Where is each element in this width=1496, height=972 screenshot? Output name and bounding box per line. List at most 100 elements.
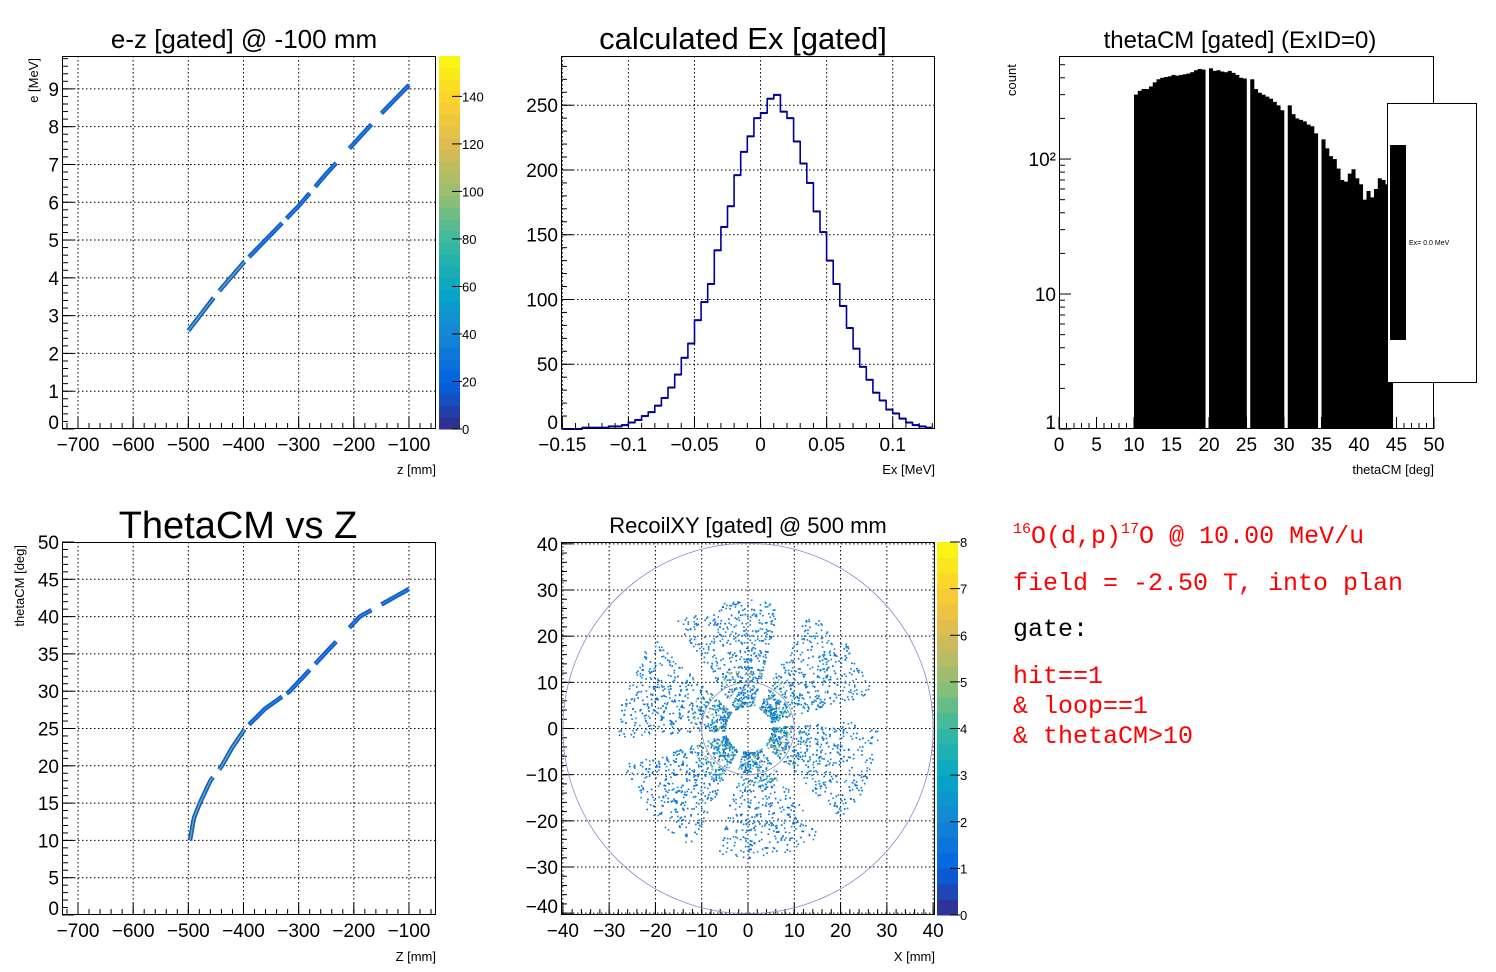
hist2d-cell (773, 784, 775, 786)
hist2d-cell (685, 682, 687, 684)
colorbar-step (439, 289, 460, 302)
hist2d-cell (620, 730, 622, 732)
hist2d-cell (828, 634, 831, 637)
hist2d-cell (784, 709, 786, 711)
hist2d-cell (753, 686, 756, 689)
hist2d-cell (791, 701, 793, 704)
hist2d-cell (723, 837, 726, 839)
hist2d-cell (693, 774, 696, 776)
hist2d-cell (748, 843, 751, 846)
hist2d-cell (767, 643, 770, 645)
hist2d-cell (825, 661, 828, 664)
hist2d-cell (674, 694, 677, 697)
hist2d-cell (689, 748, 692, 750)
hist2d-cell (734, 617, 737, 619)
histogram-bin (674, 373, 682, 376)
hist2d-cell (795, 770, 797, 772)
hist2d-cell (765, 783, 768, 786)
hist2d-cell (804, 725, 807, 728)
hist2d-cell (728, 618, 730, 620)
hist2d-cell (683, 809, 685, 811)
hist2d-cell (833, 670, 836, 672)
hist2d-cell (786, 739, 788, 741)
hist2d-cell (749, 760, 751, 763)
histogram-bar (1167, 76, 1172, 430)
hist2d-cell (747, 647, 749, 650)
hist2d-cell (776, 728, 779, 730)
hist2d-cell (695, 761, 698, 764)
hist2d-cell (675, 720, 677, 723)
hist2d-cell (843, 673, 846, 675)
hist2d-cell (647, 798, 649, 801)
hist2d-cell (762, 655, 765, 658)
hist2d-cell (753, 827, 755, 829)
hist2d-cell (711, 776, 713, 778)
hist2d-cell (798, 683, 800, 685)
hist2d-cell (636, 674, 639, 676)
hist2d-cell (701, 777, 703, 780)
hist2d-cell (726, 718, 728, 720)
hist2d-cell (680, 791, 683, 794)
hist2d-cell (780, 690, 782, 693)
hist2d-cell (762, 709, 765, 712)
histogram-bar (1160, 77, 1165, 430)
hist2d-cell (710, 797, 712, 799)
hist2d-cell (733, 626, 736, 628)
hist2d-cell (776, 824, 778, 827)
hist2d-cell (791, 692, 794, 694)
hist2d-cell (735, 705, 737, 708)
hist2d-cell (791, 707, 793, 710)
hist2d-cell (645, 714, 647, 716)
histogram-bin (595, 426, 602, 429)
hist2d-cell (671, 782, 674, 785)
x-tick-label: −500 (167, 921, 210, 942)
hist2d-cell (750, 679, 753, 682)
hist2d-cell (721, 773, 723, 775)
hist2d-cell (754, 808, 756, 810)
hist2d-cell (724, 693, 727, 696)
hist2d-cell (766, 798, 768, 800)
hist2d-cell (703, 698, 705, 700)
hist2d-cell (855, 737, 858, 739)
hist2d-cell (822, 655, 825, 658)
hist2d-cell (793, 760, 795, 763)
hist2d-cell (633, 767, 636, 769)
hist2d-cell (812, 763, 814, 766)
hist2d-cell (716, 708, 719, 710)
hist2d-cell (785, 730, 788, 732)
hist2d-cell (707, 648, 710, 651)
hist2d-cell (717, 616, 719, 618)
hist2d-cell (773, 714, 775, 717)
hist2d-cell (876, 730, 879, 733)
hist2d-cell (700, 643, 703, 646)
hist2d-cell (827, 690, 829, 693)
hist2d-cell (667, 801, 669, 803)
hist2d-cell (775, 731, 778, 733)
colorbar-tick-label: 0 (462, 422, 469, 437)
hist2d-cell (762, 661, 765, 664)
hist2d-cell (734, 841, 736, 844)
hist2d-cell (756, 813, 759, 816)
hist2d-cell (795, 749, 797, 752)
y-tick-label: 5 (48, 869, 59, 890)
hist2d-cell (702, 820, 705, 823)
y-tick-label: −30 (526, 858, 558, 879)
hist2d-cell (729, 749, 731, 752)
hist2d-cell (751, 674, 754, 676)
hist2d-cell (845, 646, 847, 649)
hist2d-cell (663, 784, 665, 787)
hist2d-cell (651, 704, 653, 707)
hist2d-cell (786, 736, 788, 738)
hist2d-cell (618, 734, 621, 737)
hist2d-cell (807, 706, 810, 708)
hist2d-cell (840, 662, 843, 665)
hist2d-cell (728, 679, 730, 681)
hist2d-cell (666, 756, 668, 759)
hist2d-cell (663, 723, 665, 726)
hist2d-cell (637, 697, 639, 699)
hist2d-cell (778, 703, 781, 705)
hist2d-cell (720, 609, 723, 611)
hist2d-cell (715, 793, 718, 796)
hist2d-cell (755, 807, 758, 809)
